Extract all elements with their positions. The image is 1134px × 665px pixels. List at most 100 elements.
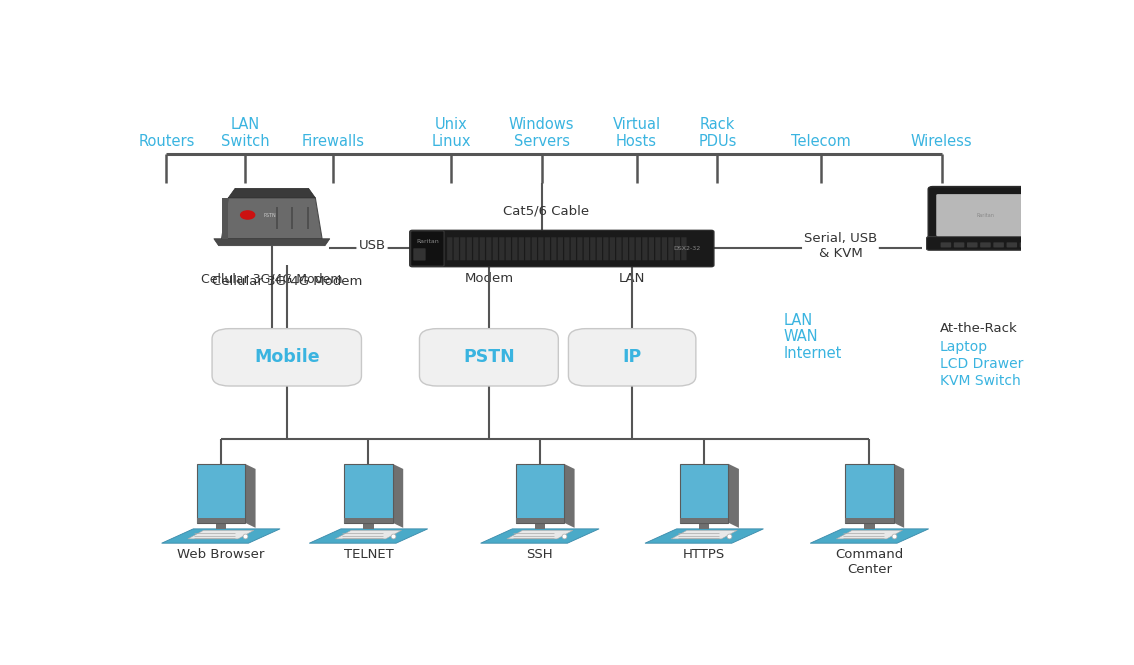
FancyBboxPatch shape [499,237,505,260]
FancyBboxPatch shape [1019,242,1031,247]
FancyBboxPatch shape [551,237,557,260]
Text: Web Browser: Web Browser [177,549,264,561]
Text: Virtual
Hosts: Virtual Hosts [612,117,661,150]
FancyBboxPatch shape [454,237,459,260]
FancyBboxPatch shape [675,237,680,260]
Polygon shape [221,198,228,239]
FancyBboxPatch shape [937,194,1034,236]
Polygon shape [894,464,904,528]
FancyBboxPatch shape [492,237,498,260]
FancyBboxPatch shape [603,237,609,260]
FancyBboxPatch shape [516,517,564,523]
Text: Telecom: Telecom [792,134,850,150]
Polygon shape [645,529,763,543]
FancyBboxPatch shape [480,237,485,260]
FancyBboxPatch shape [662,237,667,260]
Text: Cat5/6 Cable: Cat5/6 Cable [503,204,589,217]
Text: PSTN: PSTN [463,348,515,366]
Polygon shape [214,239,330,245]
FancyBboxPatch shape [565,237,569,260]
Text: Command
Center: Command Center [836,549,904,577]
FancyBboxPatch shape [532,237,538,260]
Text: Firewalls: Firewalls [302,134,365,150]
Text: Unix
Linux: Unix Linux [431,117,471,150]
FancyBboxPatch shape [682,237,686,260]
Text: Laptop: Laptop [940,340,988,354]
FancyBboxPatch shape [518,237,524,260]
FancyBboxPatch shape [467,237,472,260]
FancyBboxPatch shape [534,523,545,529]
FancyBboxPatch shape [345,517,392,523]
FancyBboxPatch shape [539,237,543,260]
FancyBboxPatch shape [845,517,894,523]
Polygon shape [728,464,739,528]
Text: Wireless: Wireless [911,134,972,150]
FancyBboxPatch shape [926,237,1044,250]
FancyBboxPatch shape [568,329,696,386]
FancyBboxPatch shape [570,237,576,260]
FancyBboxPatch shape [616,237,621,260]
Text: DSX2-32: DSX2-32 [674,246,701,251]
Text: Raritan: Raritan [416,239,439,243]
Polygon shape [837,530,903,539]
Text: At-the-Rack: At-the-Rack [940,322,1017,334]
FancyBboxPatch shape [929,187,1042,242]
Polygon shape [564,464,575,528]
Text: KVM Switch: KVM Switch [940,374,1021,388]
FancyBboxPatch shape [584,237,589,260]
Polygon shape [310,529,428,543]
FancyBboxPatch shape [196,517,245,523]
Text: USB: USB [358,239,386,252]
FancyBboxPatch shape [420,329,558,386]
Polygon shape [671,530,737,539]
FancyBboxPatch shape [363,523,374,529]
FancyBboxPatch shape [473,237,479,260]
FancyBboxPatch shape [1007,242,1017,247]
FancyBboxPatch shape [649,237,654,260]
Text: Internet: Internet [784,346,841,360]
FancyBboxPatch shape [447,237,452,260]
FancyBboxPatch shape [577,237,583,260]
FancyBboxPatch shape [629,237,635,260]
FancyBboxPatch shape [345,464,392,523]
FancyBboxPatch shape [993,242,1004,247]
Text: IP: IP [623,348,642,366]
Polygon shape [481,529,599,543]
Text: TELNET: TELNET [344,549,393,561]
FancyBboxPatch shape [699,523,710,529]
FancyBboxPatch shape [544,237,550,260]
FancyBboxPatch shape [506,237,511,260]
FancyBboxPatch shape [623,237,628,260]
Text: LAN: LAN [784,313,813,328]
FancyBboxPatch shape [558,237,562,260]
Polygon shape [228,188,315,198]
FancyBboxPatch shape [864,523,874,529]
FancyBboxPatch shape [196,464,245,523]
Circle shape [240,211,255,219]
Polygon shape [507,530,573,539]
Polygon shape [810,529,929,543]
FancyBboxPatch shape [413,248,425,261]
Text: WAN: WAN [784,329,818,344]
Polygon shape [336,530,401,539]
FancyBboxPatch shape [940,242,951,247]
FancyBboxPatch shape [513,237,517,260]
FancyBboxPatch shape [409,230,714,267]
FancyBboxPatch shape [516,464,564,523]
FancyBboxPatch shape [845,464,894,523]
FancyBboxPatch shape [980,242,991,247]
Text: Raritan: Raritan [976,213,995,218]
FancyBboxPatch shape [668,237,674,260]
Text: Windows
Servers: Windows Servers [509,117,575,150]
FancyBboxPatch shape [655,237,660,260]
Text: Mobile: Mobile [254,348,320,366]
FancyBboxPatch shape [596,237,602,260]
Text: HTTPS: HTTPS [683,549,726,561]
Polygon shape [392,464,404,528]
FancyBboxPatch shape [212,329,362,386]
FancyBboxPatch shape [215,523,226,529]
Text: Rack
PDUs: Rack PDUs [699,117,737,150]
Polygon shape [188,530,254,539]
FancyBboxPatch shape [486,237,491,260]
Text: Cellular 3G/4G Modem: Cellular 3G/4G Modem [201,273,342,286]
